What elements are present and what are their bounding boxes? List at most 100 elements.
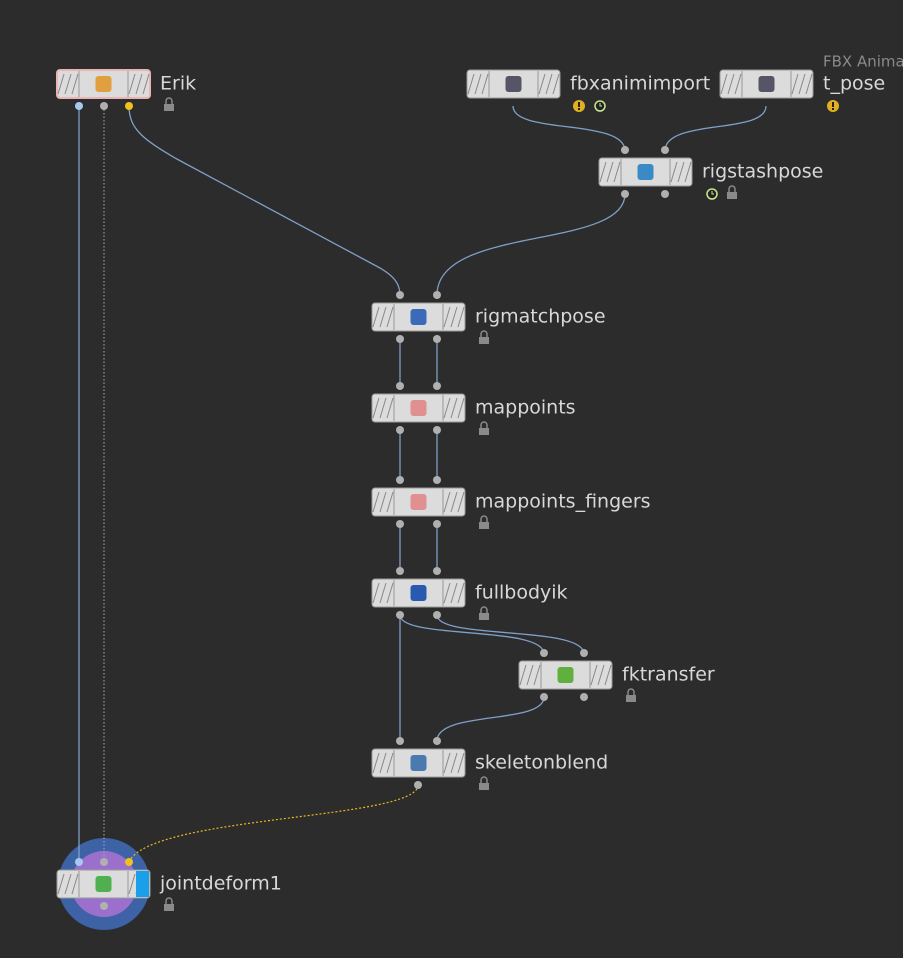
- output-connector[interactable]: [433, 520, 441, 528]
- node-hatch: [481, 73, 489, 95]
- warning-mark: [832, 102, 834, 107]
- output-connector[interactable]: [661, 190, 669, 198]
- node-hatch: [386, 491, 394, 513]
- lock-icon: [164, 104, 174, 111]
- node-label: fullbodyik: [475, 582, 568, 604]
- input-connector[interactable]: [433, 382, 441, 390]
- node-hatch: [379, 582, 387, 604]
- node-hatch: [684, 161, 692, 183]
- node-icon: [410, 494, 427, 510]
- output-connector[interactable]: [621, 190, 629, 198]
- node-hatch: [386, 582, 394, 604]
- node-hatch: [379, 491, 387, 513]
- node-hatch: [135, 73, 143, 95]
- lock-icon: [479, 783, 489, 790]
- node-hatch: [613, 161, 621, 183]
- lock-icon: [479, 522, 489, 529]
- node-hatch: [450, 397, 458, 419]
- lock-icon: [479, 428, 489, 435]
- node[interactable]: jointdeform1: [56, 858, 282, 911]
- node-icon: [637, 164, 654, 180]
- output-connector[interactable]: [414, 781, 422, 789]
- node-hatch: [128, 73, 136, 95]
- node-hatch: [590, 664, 598, 686]
- node-hatch: [64, 73, 72, 95]
- output-connector[interactable]: [100, 102, 108, 110]
- node-icon: [505, 76, 522, 92]
- input-connector[interactable]: [396, 291, 404, 299]
- input-connector[interactable]: [621, 146, 629, 154]
- node-hatch: [670, 161, 678, 183]
- input-connector[interactable]: [540, 649, 548, 657]
- node-icon: [758, 76, 775, 92]
- node-hatch: [599, 161, 607, 183]
- input-connector[interactable]: [580, 649, 588, 657]
- input-connector[interactable]: [433, 476, 441, 484]
- input-connector[interactable]: [125, 858, 133, 866]
- node-icon: [410, 400, 427, 416]
- output-connector[interactable]: [100, 902, 108, 910]
- input-connector[interactable]: [396, 737, 404, 745]
- output-connector[interactable]: [580, 693, 588, 701]
- input-connector[interactable]: [396, 382, 404, 390]
- input-connector[interactable]: [396, 567, 404, 575]
- output-connector[interactable]: [396, 426, 404, 434]
- input-connector[interactable]: [100, 858, 108, 866]
- node-hatch: [457, 491, 465, 513]
- lock-shackle: [480, 330, 488, 337]
- output-connector[interactable]: [125, 102, 133, 110]
- node[interactable]: rigmatchpose: [371, 291, 606, 344]
- input-connector[interactable]: [75, 858, 83, 866]
- input-connector[interactable]: [433, 567, 441, 575]
- display-flag: [136, 871, 149, 897]
- wire: [436, 696, 545, 742]
- wire: [128, 105, 401, 296]
- output-connector[interactable]: [396, 520, 404, 528]
- wires: [78, 105, 767, 863]
- node-icon: [410, 755, 427, 771]
- node-hatch: [386, 306, 394, 328]
- node-label: skeletonblend: [475, 752, 608, 774]
- node-icon: [95, 876, 112, 892]
- lock-shackle: [480, 606, 488, 613]
- input-connector[interactable]: [396, 476, 404, 484]
- node[interactable]: fullbodyik: [371, 567, 568, 620]
- node-hatch: [443, 491, 451, 513]
- lock-icon: [727, 192, 737, 199]
- node[interactable]: skeletonblend: [371, 737, 608, 790]
- node[interactable]: Erik: [56, 69, 196, 111]
- node[interactable]: mappoints: [371, 382, 576, 435]
- output-connector[interactable]: [540, 693, 548, 701]
- output-connector[interactable]: [396, 611, 404, 619]
- node-hatch: [386, 397, 394, 419]
- node-hatch: [604, 664, 612, 686]
- node[interactable]: t_pose FBX Anima: [719, 53, 903, 113]
- node-hatch: [467, 73, 475, 95]
- node-hatch: [379, 752, 387, 774]
- node-hatch: [450, 582, 458, 604]
- node[interactable]: fbxanimimport: [466, 69, 710, 112]
- output-connector[interactable]: [75, 102, 83, 110]
- input-connector[interactable]: [433, 737, 441, 745]
- nodes: Erik fbxanimimport t_pose FBX Anima rigstash…: [56, 53, 903, 911]
- node-hatch: [379, 397, 387, 419]
- node-hatch: [71, 873, 79, 895]
- output-connector[interactable]: [433, 426, 441, 434]
- output-connector[interactable]: [433, 611, 441, 619]
- node-label: mappoints_fingers: [475, 491, 651, 513]
- input-connector[interactable]: [661, 146, 669, 154]
- node[interactable]: mappoints_fingers: [371, 476, 651, 529]
- node-hatch: [443, 752, 451, 774]
- node-hatch: [519, 664, 527, 686]
- node-hatch: [805, 73, 813, 95]
- wire: [128, 784, 419, 863]
- input-connector[interactable]: [433, 291, 441, 299]
- output-connector[interactable]: [433, 335, 441, 343]
- time-hands: [711, 191, 714, 195]
- node-hatch: [386, 752, 394, 774]
- node[interactable]: rigstashpose: [598, 146, 823, 200]
- output-connector[interactable]: [396, 335, 404, 343]
- node[interactable]: fktransfer: [518, 649, 715, 702]
